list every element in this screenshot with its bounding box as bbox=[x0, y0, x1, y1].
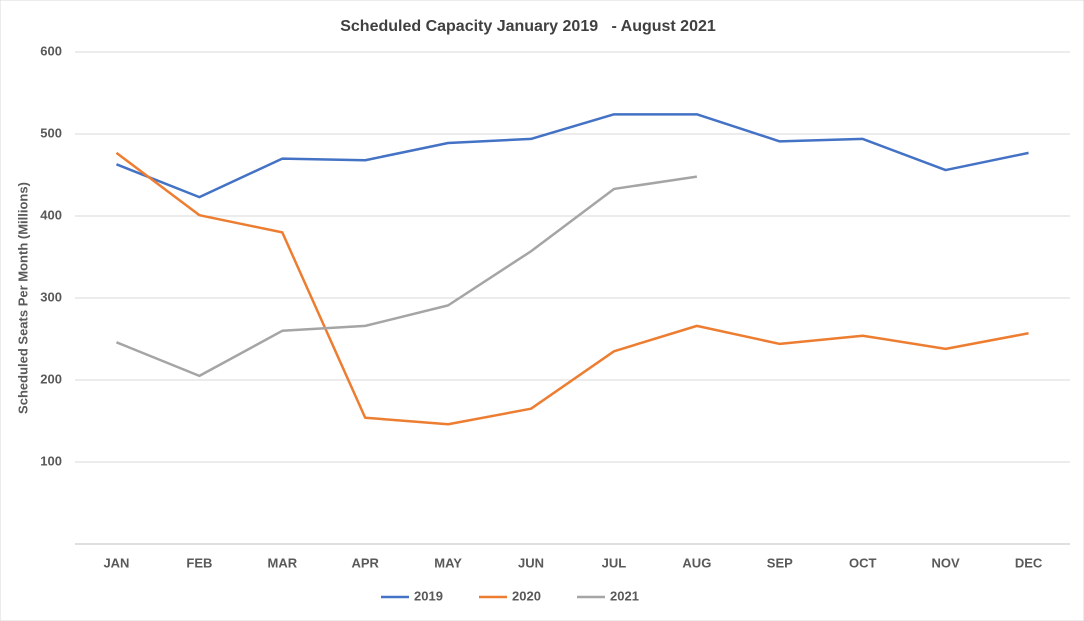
chart-title: Scheduled Capacity January 2019 - August… bbox=[340, 18, 716, 35]
line-series bbox=[115, 113, 1029, 199]
y-tick-label: 100 bbox=[40, 453, 62, 468]
y-tick-label: 400 bbox=[40, 207, 62, 222]
y-tick-label: 200 bbox=[40, 371, 62, 386]
y-tick-label: 300 bbox=[40, 289, 62, 304]
x-tick-label: AUG bbox=[682, 555, 711, 570]
x-tick-label: MAY bbox=[434, 555, 462, 570]
x-tick-label: JUN bbox=[518, 555, 544, 570]
x-tick-label: FEB bbox=[186, 555, 212, 570]
legend-label: 2020 bbox=[512, 588, 541, 603]
x-tick-label: NOV bbox=[932, 555, 961, 570]
x-tick-label: APR bbox=[351, 555, 379, 570]
x-tick-label: MAR bbox=[267, 555, 297, 570]
x-tick-label: SEP bbox=[767, 555, 793, 570]
legend-label: 2021 bbox=[610, 588, 639, 603]
x-tick-label: OCT bbox=[849, 555, 877, 570]
x-tick-label: JAN bbox=[103, 555, 129, 570]
x-tick-label: JUL bbox=[602, 555, 627, 570]
line-series bbox=[115, 175, 698, 378]
y-axis-label: Scheduled Seats Per Month (Millions) bbox=[15, 182, 30, 414]
y-tick-label: 600 bbox=[40, 43, 62, 58]
legend-label: 2019 bbox=[414, 588, 443, 603]
line-series bbox=[115, 151, 1029, 426]
y-tick-label: 500 bbox=[40, 125, 62, 140]
x-tick-label: DEC bbox=[1015, 555, 1043, 570]
